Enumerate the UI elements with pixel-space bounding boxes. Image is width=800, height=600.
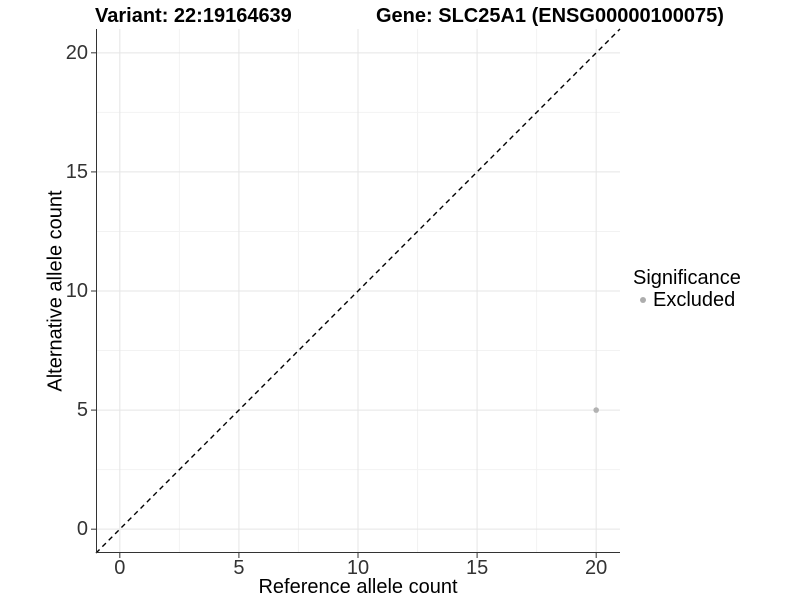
x-axis-label: Reference allele count bbox=[258, 576, 458, 598]
y-tick-label: 5 bbox=[76, 399, 88, 422]
plot-panel bbox=[91, 28, 621, 558]
legend-item-label: Excluded bbox=[653, 289, 736, 311]
legend-key-dot-icon bbox=[640, 297, 646, 303]
legend: Significance Excluded bbox=[633, 267, 741, 311]
x-tick-label: 15 bbox=[465, 557, 489, 579]
y-tick-label: 10 bbox=[65, 280, 88, 302]
x-tick-label: 10 bbox=[346, 557, 370, 579]
data-point bbox=[593, 407, 599, 413]
plot-canvas bbox=[91, 28, 621, 558]
y-tick-label: 0 bbox=[76, 518, 88, 541]
y-tick-label: 20 bbox=[65, 41, 88, 64]
plot-title-gene: Gene: SLC25A1 (ENSG00000100075) bbox=[376, 5, 724, 27]
legend-title: Significance bbox=[633, 267, 741, 289]
x-tick-label: 20 bbox=[585, 557, 608, 579]
x-tick-label: 5 bbox=[233, 557, 245, 579]
x-tick-label: 0 bbox=[114, 557, 126, 579]
y-tick-label: 15 bbox=[65, 160, 88, 183]
legend-item-excluded: Excluded bbox=[633, 289, 741, 311]
identity-line bbox=[95, 28, 621, 554]
plot-title-variant: Variant: 22:19164639 bbox=[95, 5, 292, 27]
